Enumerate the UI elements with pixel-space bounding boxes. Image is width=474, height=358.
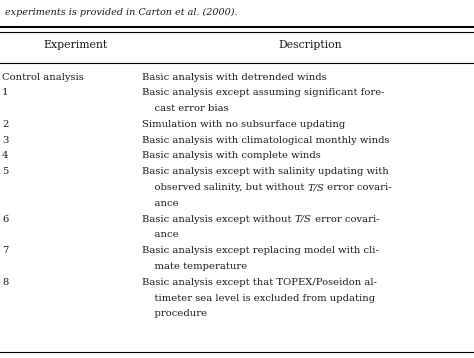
Text: procedure: procedure bbox=[142, 310, 207, 319]
Text: 8: 8 bbox=[2, 278, 9, 287]
Text: 1: 1 bbox=[2, 88, 9, 97]
Text: Description: Description bbox=[278, 40, 342, 50]
Text: 3: 3 bbox=[2, 136, 9, 145]
Text: error covari-: error covari- bbox=[311, 215, 379, 224]
Text: T/S: T/S bbox=[295, 215, 311, 224]
Text: Basic analysis with complete winds: Basic analysis with complete winds bbox=[142, 151, 321, 160]
Text: 2: 2 bbox=[2, 120, 9, 129]
Text: 5: 5 bbox=[2, 167, 9, 176]
Text: Basic analysis except without: Basic analysis except without bbox=[142, 215, 295, 224]
Text: Experiment: Experiment bbox=[43, 40, 107, 50]
Text: 6: 6 bbox=[2, 215, 8, 224]
Text: Basic analysis with detrended winds: Basic analysis with detrended winds bbox=[142, 73, 327, 82]
Text: ance: ance bbox=[142, 199, 179, 208]
Text: mate temperature: mate temperature bbox=[142, 262, 247, 271]
Text: T/S: T/S bbox=[308, 183, 324, 192]
Text: Basic analysis except with salinity updating with: Basic analysis except with salinity upda… bbox=[142, 167, 389, 176]
Text: observed salinity, but without: observed salinity, but without bbox=[142, 183, 308, 192]
Text: error covari-: error covari- bbox=[324, 183, 392, 192]
Text: Simulation with no subsurface updating: Simulation with no subsurface updating bbox=[142, 120, 345, 129]
Text: Basic analysis except that TOPEX/Poseidon al-: Basic analysis except that TOPEX/Poseido… bbox=[142, 278, 377, 287]
Text: timeter sea level is excluded from updating: timeter sea level is excluded from updat… bbox=[142, 294, 375, 303]
Text: Basic analysis except assuming significant fore-: Basic analysis except assuming significa… bbox=[142, 88, 384, 97]
Text: experiments is provided in Carton et al. (2000).: experiments is provided in Carton et al.… bbox=[5, 8, 237, 17]
Text: Basic analysis with climatological monthly winds: Basic analysis with climatological month… bbox=[142, 136, 390, 145]
Text: ance: ance bbox=[142, 231, 179, 240]
Text: Control analysis: Control analysis bbox=[2, 73, 84, 82]
Text: Basic analysis except replacing model with cli-: Basic analysis except replacing model wi… bbox=[142, 246, 379, 255]
Text: cast error bias: cast error bias bbox=[142, 104, 228, 113]
Text: 4: 4 bbox=[2, 151, 9, 160]
Text: 7: 7 bbox=[2, 246, 9, 255]
